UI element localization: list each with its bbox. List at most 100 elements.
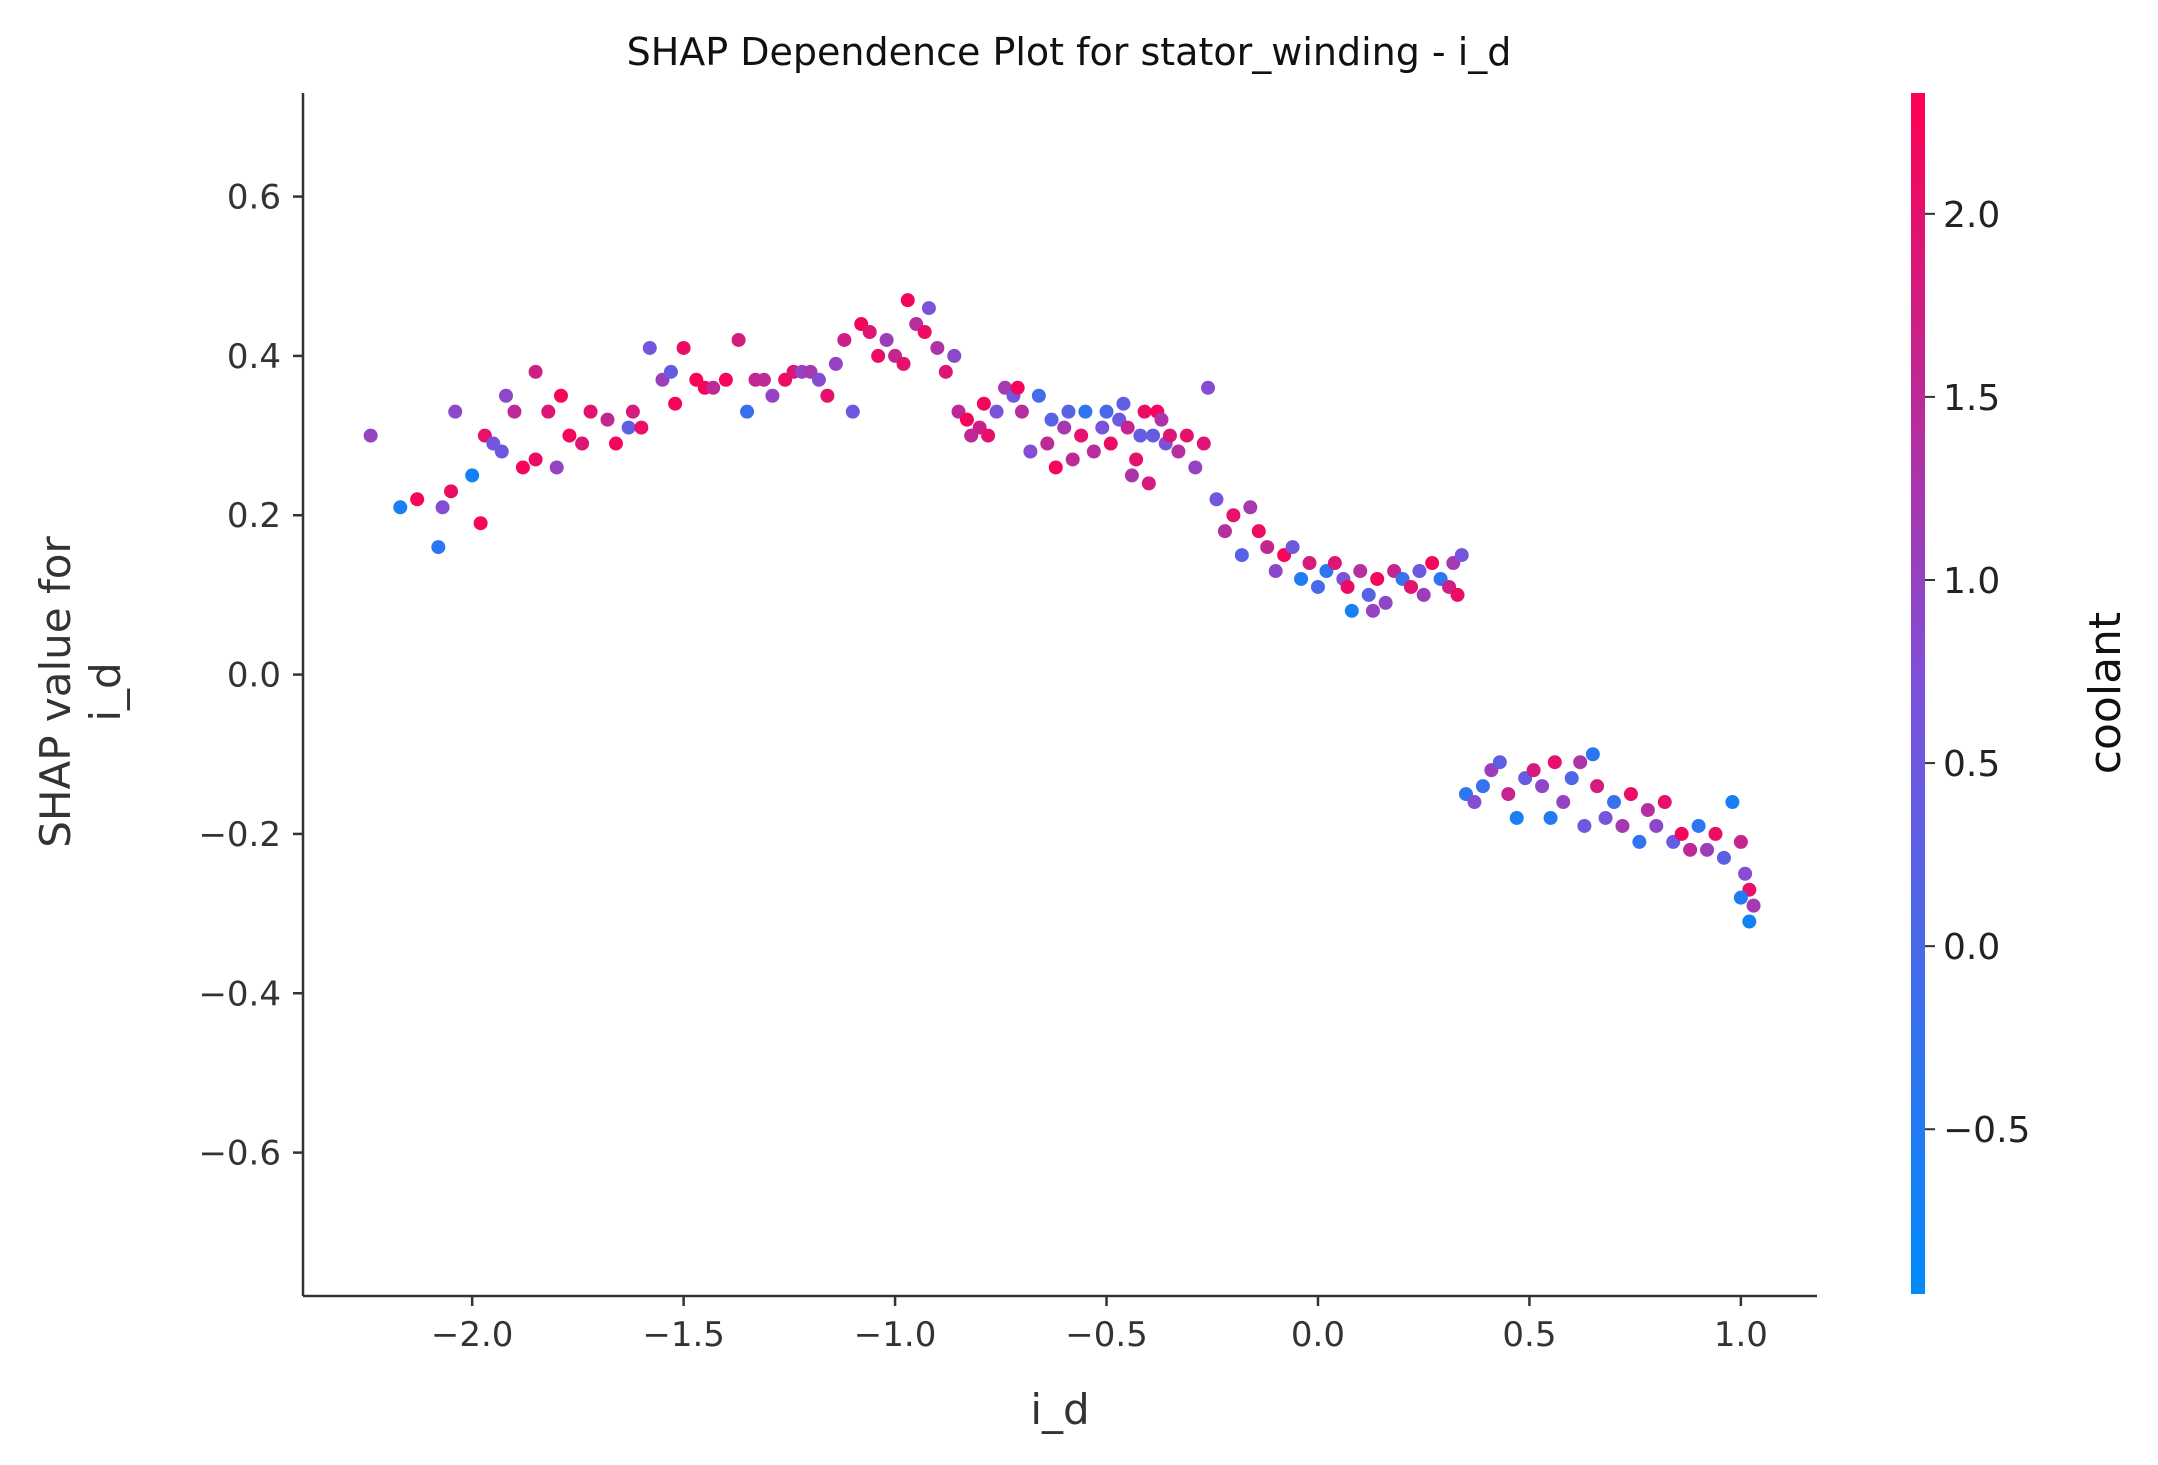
- x-axis-ticks: −2.0 −1.5 −1.0 −0.5 0.0 0.5 1.0: [431, 1296, 1768, 1355]
- scatter-point: [959, 412, 974, 427]
- scatter-point: [1124, 468, 1139, 483]
- colorbar-tick-label: 0.5: [1943, 744, 2000, 785]
- scatter-point: [976, 396, 991, 411]
- scatter-point: [1742, 914, 1757, 929]
- scatter-point: [1243, 500, 1258, 515]
- colorbar-label: coolant: [2080, 612, 2131, 774]
- scatter-point: [1404, 579, 1419, 594]
- scatter-point: [1154, 412, 1169, 427]
- scatter-point: [1188, 460, 1203, 475]
- scatter-point: [1725, 795, 1740, 810]
- y-tick-label: 0.2: [227, 496, 281, 536]
- scatter-point: [583, 404, 598, 419]
- scatter-point: [837, 332, 852, 347]
- scatter-point: [1040, 436, 1055, 451]
- scatter-point: [1746, 898, 1761, 913]
- scatter-point: [1361, 587, 1376, 602]
- scatter-point: [1467, 795, 1482, 810]
- scatter-point: [1607, 795, 1622, 810]
- y-tick-label: −0.4: [198, 974, 281, 1014]
- scatter-point: [1365, 603, 1380, 618]
- scatter-point: [1179, 428, 1194, 443]
- scatter-point: [1146, 428, 1161, 443]
- y-tick-label: −0.2: [198, 815, 281, 855]
- scatter-point: [1716, 850, 1731, 865]
- scatter-point: [1640, 803, 1655, 818]
- scatter-point: [1099, 404, 1114, 419]
- scatter-point: [845, 404, 860, 419]
- scatter-point: [811, 372, 826, 387]
- scatter-point: [575, 436, 590, 451]
- scatter-point: [1285, 540, 1300, 555]
- scatter-point: [1454, 548, 1469, 563]
- scatter-point: [528, 452, 543, 467]
- scatter-point: [1547, 755, 1562, 770]
- scatter-point: [1078, 404, 1093, 419]
- scatter-point: [668, 396, 683, 411]
- y-axis-label-line-1: SHAP value for: [31, 536, 80, 848]
- scatter-point: [1171, 444, 1186, 459]
- scatter-point: [600, 412, 615, 427]
- scatter-point: [1649, 818, 1664, 833]
- scatter-point: [1353, 564, 1368, 579]
- scatter-point: [1057, 420, 1072, 435]
- scatter-point: [473, 516, 488, 531]
- scatter-point: [1120, 420, 1135, 435]
- x-tick-label: −0.5: [1065, 1315, 1148, 1355]
- scatter-point: [1327, 556, 1342, 571]
- colorbar-tick-label: 1.5: [1943, 378, 2000, 419]
- scatter-point: [1509, 810, 1524, 825]
- scatter-point: [444, 484, 459, 499]
- scatter-point: [541, 404, 556, 419]
- scatter-point: [363, 428, 378, 443]
- scatter-point: [1103, 436, 1118, 451]
- x-tick-label: 1.0: [1714, 1315, 1768, 1355]
- scatter-point: [625, 404, 640, 419]
- scatter-point: [989, 404, 1004, 419]
- scatter-point: [765, 388, 780, 403]
- scatter-point: [879, 332, 894, 347]
- scatter-point: [1425, 556, 1440, 571]
- x-tick-label: 0.5: [1502, 1315, 1556, 1355]
- scatter-point: [549, 460, 564, 475]
- scatter-point: [1738, 866, 1753, 881]
- scatter-point: [1044, 412, 1059, 427]
- scatter-point: [431, 540, 446, 555]
- y-tick-label: 0.4: [227, 337, 281, 377]
- colorbar-tick-label: −0.5: [1943, 1110, 2030, 1151]
- scatter-point: [1133, 428, 1148, 443]
- scatter-point: [1623, 787, 1638, 802]
- scatter-point: [930, 340, 945, 355]
- scatter-point: [507, 404, 522, 419]
- scatter-point: [1201, 380, 1216, 395]
- scatter-point: [1632, 834, 1647, 849]
- scatter-point: [1416, 587, 1431, 602]
- scatter-point: [740, 404, 755, 419]
- scatter-point: [1615, 818, 1630, 833]
- scatter-point: [1370, 571, 1385, 586]
- scatter-point: [410, 492, 425, 507]
- scatter-point: [1657, 795, 1672, 810]
- scatter-point: [676, 340, 691, 355]
- x-tick-label: −1.0: [854, 1315, 937, 1355]
- y-axis-ticks: −0.6 −0.4 −0.2 0.0 0.2 0.4 0.6: [198, 178, 303, 1174]
- scatter-point: [1268, 564, 1283, 579]
- scatter-point: [528, 364, 543, 379]
- scatter-point: [465, 468, 480, 483]
- scatter-point: [634, 420, 649, 435]
- scatter-point: [1065, 452, 1080, 467]
- scatter-point: [862, 325, 877, 340]
- scatter-point: [1700, 842, 1715, 857]
- scatter-point: [981, 428, 996, 443]
- x-tick-label: 0.0: [1291, 1315, 1345, 1355]
- scatter-point: [435, 500, 450, 515]
- scatter-point: [1733, 890, 1748, 905]
- scatter-point: [1129, 452, 1144, 467]
- scatter-point: [1340, 579, 1355, 594]
- scatter-point: [1095, 420, 1110, 435]
- scatter-points: [363, 293, 1761, 929]
- scatter-point: [1310, 579, 1325, 594]
- scatter-point: [1023, 444, 1038, 459]
- scatter-point: [1141, 476, 1156, 491]
